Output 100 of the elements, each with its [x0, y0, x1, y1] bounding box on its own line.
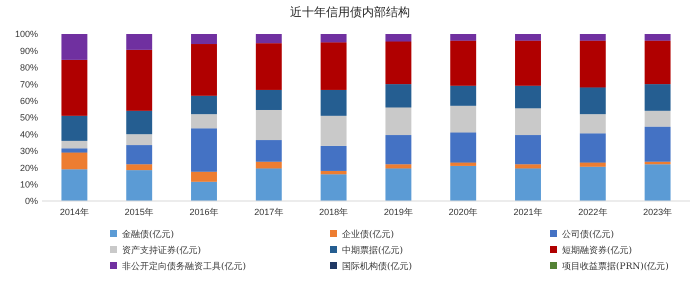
legend-label: 中期票据(亿元) [342, 245, 404, 256]
bar [61, 169, 88, 201]
bar [515, 168, 541, 201]
bar [385, 168, 412, 201]
bar [644, 164, 671, 201]
bar [320, 174, 347, 201]
bar [450, 86, 476, 106]
bar [191, 172, 217, 182]
bar [191, 114, 217, 128]
x-tick-label: 2017年 [254, 207, 284, 217]
bar [320, 146, 347, 171]
y-tick-label: 0% [24, 196, 38, 206]
bar [644, 162, 671, 164]
y-tick-label: 50% [20, 112, 38, 123]
y-tick-label: 30% [20, 146, 38, 156]
bar [515, 135, 541, 164]
bar [450, 162, 476, 166]
bar [126, 164, 152, 170]
y-tick-label: 80% [20, 62, 38, 73]
bar [580, 87, 606, 114]
bar [385, 135, 412, 164]
bar [580, 133, 606, 163]
legend-label: 非公开定向债务融资工具(亿元) [122, 261, 246, 272]
x-tick-label: 2022年 [578, 207, 608, 217]
y-tick-label: 70% [20, 79, 38, 90]
bar [515, 40, 541, 86]
x-tick-label: 2023年 [643, 207, 672, 217]
y-tick-label: 10% [20, 179, 38, 190]
bar [320, 90, 347, 116]
bar [61, 148, 88, 153]
bar [515, 86, 541, 108]
bar [580, 40, 606, 88]
bar [320, 34, 347, 42]
bar [385, 34, 412, 42]
bar [644, 84, 671, 111]
y-tick-label: 60% [20, 96, 38, 106]
bar [256, 140, 282, 162]
y-tick-label: 20% [20, 162, 38, 173]
bar [191, 44, 217, 96]
bar [126, 34, 152, 50]
bar [515, 34, 541, 41]
y-tick-label: 40% [20, 129, 38, 140]
bar [256, 43, 282, 90]
bar [644, 40, 671, 84]
chart-title: 近十年信用债内部结构 [290, 5, 410, 19]
y-tick-label: 90% [20, 46, 38, 56]
legend-label: 短期融资券(亿元) [562, 245, 632, 256]
bar [126, 170, 152, 201]
bar [61, 34, 88, 60]
y-tick-label: 100% [14, 29, 38, 40]
bar [126, 110, 152, 134]
legend-label: 企业债(亿元) [342, 229, 394, 240]
bar [126, 134, 152, 146]
bar [256, 168, 282, 201]
bar [191, 34, 217, 44]
bar [126, 50, 152, 111]
bar [580, 114, 606, 134]
legend-label: 金融债(亿元) [122, 229, 174, 240]
bar [256, 90, 282, 110]
bar [61, 152, 88, 170]
bar [450, 166, 476, 201]
bar [385, 107, 412, 136]
bar [61, 60, 88, 116]
bar [450, 34, 476, 41]
bar [256, 110, 282, 140]
x-tick-label: 2021年 [513, 207, 543, 217]
bar [450, 40, 476, 86]
bar [256, 162, 282, 168]
bar [320, 116, 347, 146]
legend-label: 公司债(亿元) [562, 229, 614, 240]
bar [320, 170, 347, 174]
bar [644, 110, 671, 127]
x-tick-label: 2014年 [60, 207, 89, 217]
bar [644, 126, 671, 162]
bar [450, 132, 476, 163]
bar [320, 42, 347, 90]
bar [580, 162, 606, 167]
bar [191, 96, 217, 114]
bar [61, 140, 88, 148]
bar [385, 42, 412, 84]
x-tick-label: 2018年 [319, 207, 348, 217]
bar [126, 145, 152, 164]
x-tick-label: 2020年 [448, 207, 478, 217]
x-tick-label: 2015年 [124, 207, 154, 217]
bar [385, 84, 412, 108]
bar [515, 108, 541, 136]
legend-label: 项目收益票据(PRN)(亿元) [562, 261, 669, 272]
bar [580, 34, 606, 41]
bar [385, 164, 412, 168]
legend-label: 资产支持证券(亿元) [122, 245, 202, 256]
bar [580, 166, 606, 201]
bar [256, 34, 282, 44]
bar [515, 164, 541, 168]
legend-label: 国际机构债(亿元) [342, 261, 412, 272]
bar [191, 182, 217, 201]
x-tick-label: 2019年 [384, 207, 413, 217]
bar [450, 106, 476, 133]
bar [644, 34, 671, 41]
x-tick-label: 2016年 [189, 207, 219, 217]
bar [61, 116, 88, 141]
